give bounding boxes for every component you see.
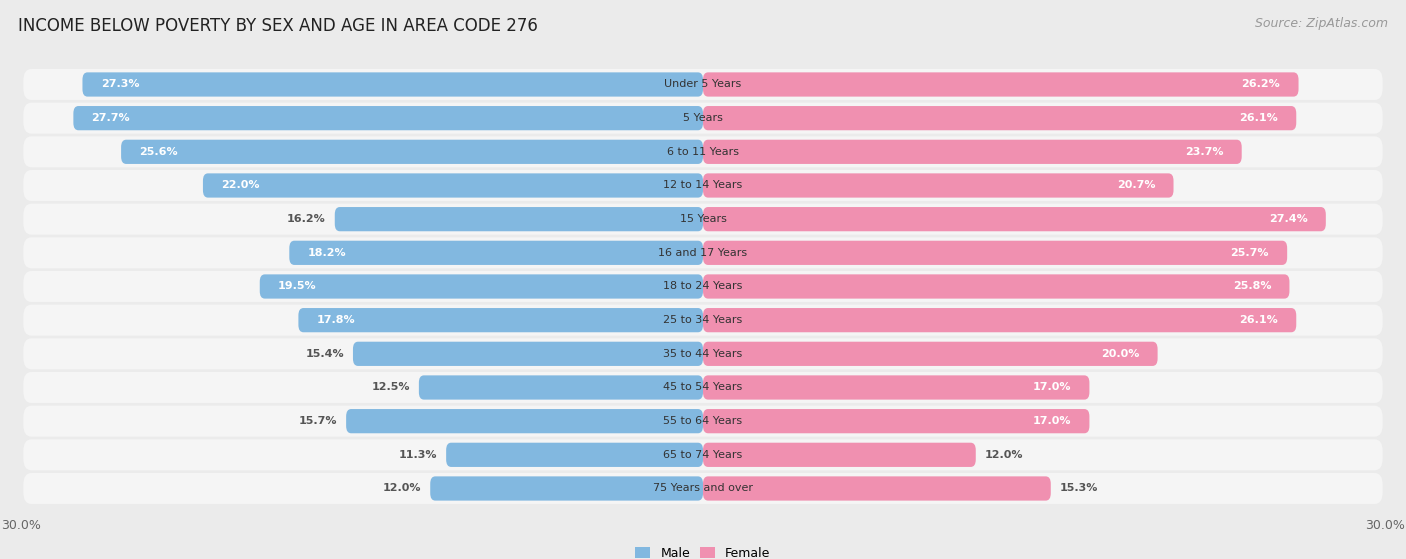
Text: 26.1%: 26.1% xyxy=(1239,113,1278,123)
Text: 55 to 64 Years: 55 to 64 Years xyxy=(664,416,742,426)
Text: 15.4%: 15.4% xyxy=(305,349,344,359)
FancyBboxPatch shape xyxy=(703,274,1289,299)
FancyBboxPatch shape xyxy=(24,170,1382,201)
FancyBboxPatch shape xyxy=(703,207,1326,231)
Text: Source: ZipAtlas.com: Source: ZipAtlas.com xyxy=(1254,17,1388,30)
FancyBboxPatch shape xyxy=(446,443,703,467)
Text: 27.3%: 27.3% xyxy=(101,79,139,89)
Text: 17.0%: 17.0% xyxy=(1033,416,1071,426)
FancyBboxPatch shape xyxy=(703,308,1296,332)
Text: 16 and 17 Years: 16 and 17 Years xyxy=(658,248,748,258)
FancyBboxPatch shape xyxy=(24,271,1382,302)
Text: 25.6%: 25.6% xyxy=(139,147,179,157)
Text: 15.7%: 15.7% xyxy=(298,416,337,426)
FancyBboxPatch shape xyxy=(419,376,703,400)
Text: 18.2%: 18.2% xyxy=(308,248,346,258)
FancyBboxPatch shape xyxy=(83,72,703,97)
Text: 19.5%: 19.5% xyxy=(278,282,316,291)
Text: 18 to 24 Years: 18 to 24 Years xyxy=(664,282,742,291)
Text: 15 Years: 15 Years xyxy=(679,214,727,224)
Text: 23.7%: 23.7% xyxy=(1185,147,1223,157)
FancyBboxPatch shape xyxy=(346,409,703,433)
FancyBboxPatch shape xyxy=(24,338,1382,369)
Text: 26.2%: 26.2% xyxy=(1241,79,1281,89)
Text: 25.7%: 25.7% xyxy=(1230,248,1270,258)
FancyBboxPatch shape xyxy=(24,406,1382,437)
FancyBboxPatch shape xyxy=(430,476,703,501)
FancyBboxPatch shape xyxy=(703,443,976,467)
Text: 27.4%: 27.4% xyxy=(1268,214,1308,224)
Text: 15.3%: 15.3% xyxy=(1060,484,1098,494)
Text: 17.8%: 17.8% xyxy=(316,315,356,325)
Text: 25 to 34 Years: 25 to 34 Years xyxy=(664,315,742,325)
Text: 12.0%: 12.0% xyxy=(382,484,422,494)
Text: 27.7%: 27.7% xyxy=(91,113,131,123)
Text: 16.2%: 16.2% xyxy=(287,214,326,224)
FancyBboxPatch shape xyxy=(290,241,703,265)
Text: 12.0%: 12.0% xyxy=(984,450,1024,460)
Text: 65 to 74 Years: 65 to 74 Years xyxy=(664,450,742,460)
FancyBboxPatch shape xyxy=(24,136,1382,167)
FancyBboxPatch shape xyxy=(335,207,703,231)
FancyBboxPatch shape xyxy=(24,305,1382,335)
FancyBboxPatch shape xyxy=(703,72,1299,97)
Text: 22.0%: 22.0% xyxy=(221,181,260,191)
Text: 45 to 54 Years: 45 to 54 Years xyxy=(664,382,742,392)
FancyBboxPatch shape xyxy=(703,140,1241,164)
Text: 6 to 11 Years: 6 to 11 Years xyxy=(666,147,740,157)
FancyBboxPatch shape xyxy=(24,439,1382,470)
Text: 17.0%: 17.0% xyxy=(1033,382,1071,392)
FancyBboxPatch shape xyxy=(24,69,1382,100)
FancyBboxPatch shape xyxy=(703,409,1090,433)
Text: 11.3%: 11.3% xyxy=(398,450,437,460)
FancyBboxPatch shape xyxy=(202,173,703,197)
FancyBboxPatch shape xyxy=(703,173,1174,197)
FancyBboxPatch shape xyxy=(24,103,1382,134)
Text: 12.5%: 12.5% xyxy=(371,382,409,392)
FancyBboxPatch shape xyxy=(298,308,703,332)
FancyBboxPatch shape xyxy=(260,274,703,299)
FancyBboxPatch shape xyxy=(703,476,1050,501)
FancyBboxPatch shape xyxy=(24,203,1382,235)
FancyBboxPatch shape xyxy=(24,473,1382,504)
FancyBboxPatch shape xyxy=(353,342,703,366)
Text: 25.8%: 25.8% xyxy=(1233,282,1271,291)
Text: 75 Years and over: 75 Years and over xyxy=(652,484,754,494)
FancyBboxPatch shape xyxy=(24,238,1382,268)
FancyBboxPatch shape xyxy=(703,241,1286,265)
FancyBboxPatch shape xyxy=(73,106,703,130)
Text: Under 5 Years: Under 5 Years xyxy=(665,79,741,89)
FancyBboxPatch shape xyxy=(703,106,1296,130)
FancyBboxPatch shape xyxy=(121,140,703,164)
Text: 20.0%: 20.0% xyxy=(1101,349,1139,359)
Text: 20.7%: 20.7% xyxy=(1116,181,1156,191)
Text: INCOME BELOW POVERTY BY SEX AND AGE IN AREA CODE 276: INCOME BELOW POVERTY BY SEX AND AGE IN A… xyxy=(18,17,538,35)
Legend: Male, Female: Male, Female xyxy=(630,542,776,559)
Text: 12 to 14 Years: 12 to 14 Years xyxy=(664,181,742,191)
Text: 5 Years: 5 Years xyxy=(683,113,723,123)
FancyBboxPatch shape xyxy=(703,376,1090,400)
Text: 26.1%: 26.1% xyxy=(1239,315,1278,325)
Text: 35 to 44 Years: 35 to 44 Years xyxy=(664,349,742,359)
FancyBboxPatch shape xyxy=(24,372,1382,403)
FancyBboxPatch shape xyxy=(703,342,1157,366)
